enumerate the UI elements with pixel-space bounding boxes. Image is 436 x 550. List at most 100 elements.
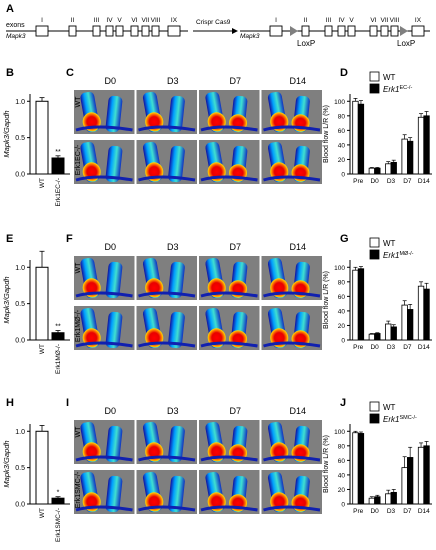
right-exon-numeral: V [349, 17, 354, 24]
image-row-label: Erk1SMC-/- [75, 471, 82, 508]
expr-tick-label: 0.5 [15, 465, 25, 472]
expr-category-label: WT [39, 508, 46, 518]
perfusion-leg [105, 261, 123, 299]
flow-category-label: D14 [418, 508, 430, 515]
flow-bar-ko [374, 496, 381, 505]
leg-flow [168, 425, 185, 463]
image-row-label: WT [75, 96, 82, 108]
flow-bar-ko [357, 433, 365, 505]
body-outline [263, 505, 321, 512]
left-exon-numeral: VIII [151, 17, 161, 24]
body-outline [200, 455, 258, 462]
perfusion-image [136, 90, 197, 134]
perfusion-image [261, 420, 322, 464]
expr-category-label: Erk1EC-/- [55, 178, 62, 207]
flow-tick-label: 100 [334, 265, 345, 272]
perfusion-image [136, 420, 197, 464]
flow-tick-label: 100 [334, 99, 345, 106]
expr-bar [35, 430, 49, 505]
perfusion-image [74, 420, 135, 464]
perfusion-image [261, 306, 322, 350]
flow-legend-swatch [369, 401, 380, 412]
expr-tick-label: 0.0 [15, 502, 25, 509]
flow-category-label: D14 [418, 178, 430, 185]
exons-right: I II III IV V VI VII VIII IX [269, 17, 425, 37]
panel-letter: I [66, 397, 69, 409]
panel-letter: J [340, 397, 346, 409]
figure-row: H I J 0.0 0.5 1.0 Mapk3/Gapdh WT Erk1SMC-/- * D0 D3… [2, 397, 432, 542]
flow-legend-label: WT [383, 73, 396, 82]
perfusion-image [199, 90, 260, 134]
flow-category-label: D14 [418, 344, 430, 351]
flow-y-label: Blood flow L/R (%) [323, 105, 330, 163]
body-outline [200, 125, 258, 132]
body-outline [75, 291, 133, 298]
flow-bar-ko [423, 445, 430, 505]
gene-label-right: Mapk3 [240, 33, 260, 40]
legend-mutant: Erk1 [383, 415, 399, 424]
flow-bar-ko [374, 167, 381, 175]
body-outline [138, 455, 196, 462]
expr-tick-label: 0.5 [15, 301, 25, 308]
left-exon-box [151, 25, 160, 37]
leg-flow [105, 311, 123, 349]
flow-bar-wt [352, 269, 359, 341]
perfusion-image [199, 256, 260, 300]
flow-bar-wt [417, 116, 425, 175]
right-exon-box [380, 25, 389, 37]
body-outline [75, 455, 133, 462]
figure-row: B C D 0.0 0.5 1.0 Mapk3/Gapdh WT Erk1EC-/- ** D0 D3… [2, 67, 432, 207]
expr-y-label: Mapk3/Gapdh [2, 110, 11, 157]
perfusion-leg [168, 425, 185, 463]
perfusion-image [136, 256, 197, 300]
day-label: D0 [104, 242, 116, 252]
flow-tick-label: 0 [341, 502, 345, 509]
perfusion-leg [168, 475, 185, 513]
flow-bar-ko [406, 309, 414, 341]
body-outline [75, 505, 133, 512]
day-label: D14 [289, 242, 306, 252]
flow-bar-ko [357, 268, 365, 341]
right-exon-box [390, 25, 399, 37]
flow-tick-label: 40 [338, 472, 346, 479]
flow-bar-wt [385, 323, 392, 341]
expr-tick-label: 0.0 [15, 172, 25, 179]
panel-letter: H [6, 397, 14, 409]
expr-category-label: Erk1SMC-/- [55, 508, 62, 542]
perfusion-image [261, 140, 322, 184]
day-label: D3 [167, 76, 179, 86]
left-exon-numeral: IX [171, 17, 178, 24]
legend-mutant: Erk1 [383, 85, 399, 94]
right-exon-numeral: IV [338, 17, 345, 24]
flow-tick-label: 40 [338, 308, 346, 315]
expr-category-label: Erk1MØ-/- [55, 344, 62, 374]
perfusion-leg [168, 311, 185, 349]
flow-bar-ko [390, 491, 397, 505]
leg-flow [105, 95, 123, 133]
left-exon-numeral: VI [131, 17, 137, 24]
expr-category-label: WT [39, 344, 46, 354]
flow-bar-ko [390, 326, 397, 341]
flow-category-label: D0 [370, 344, 379, 351]
flow-legend-swatch [369, 83, 380, 94]
flow-category-label: D0 [370, 178, 379, 185]
flow-legend-label: WT [383, 239, 396, 248]
expr-tick-label: 0.5 [15, 135, 25, 142]
flow-category-label: D7 [403, 178, 412, 185]
perfusion-image [261, 470, 322, 514]
left-exon-box [35, 25, 49, 37]
flow-bar-wt [385, 163, 392, 175]
panel-letter: G [340, 233, 349, 245]
leg-flow [168, 145, 185, 183]
leg-flow [105, 475, 123, 513]
expr-significance: * [57, 490, 60, 497]
body-outline [200, 291, 258, 298]
day-label: D14 [289, 76, 306, 86]
body-outline [263, 341, 321, 348]
flow-category-label: Pre [353, 344, 364, 351]
left-exon-box [141, 25, 150, 37]
expr-bar [51, 497, 65, 505]
perfusion-image [261, 256, 322, 300]
left-exon-box [92, 25, 101, 37]
flow-bar-wt [385, 493, 392, 505]
